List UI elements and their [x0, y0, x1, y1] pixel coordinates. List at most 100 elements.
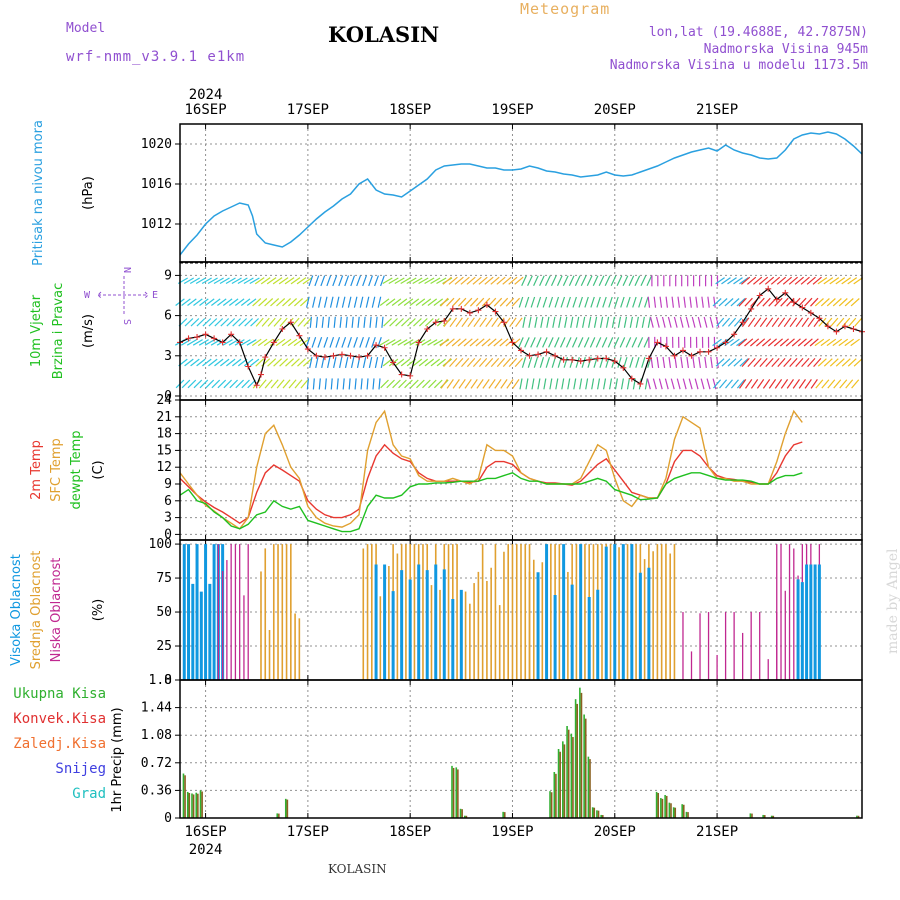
wind-arrow: [719, 379, 728, 389]
wind-arrow: [644, 378, 648, 390]
wind-arrow: [721, 317, 731, 327]
wind-arrow: [181, 298, 191, 306]
wind-arrow: [500, 379, 508, 389]
wind-arrow: [809, 338, 819, 347]
y-tick-label: 15: [156, 443, 172, 458]
wind-arrow: [449, 357, 458, 368]
wind-arrow: [339, 316, 342, 328]
wind-arrow: [683, 296, 686, 308]
wind-arrow: [272, 277, 283, 285]
wind-arrow: [258, 379, 267, 389]
wind-arrow: [555, 378, 559, 390]
wind-arrow: [620, 296, 625, 308]
wind-arrow: [287, 298, 298, 307]
wind-speed-marker: [262, 354, 269, 361]
precip-convective-bar: [201, 791, 203, 818]
wind-arrow: [853, 358, 863, 367]
wind-speed-marker: [807, 309, 814, 316]
wind-arrow: [493, 338, 503, 347]
wind-arrow: [607, 337, 614, 348]
wind-arrow: [774, 379, 783, 389]
wind-arrow: [217, 298, 227, 306]
wind-speed-marker: [833, 328, 840, 335]
wind-arrow: [422, 379, 431, 389]
wind-arrow: [347, 337, 352, 348]
wind-arrow: [798, 297, 807, 307]
wind-arrow: [850, 338, 860, 347]
wind-arrow: [208, 358, 218, 367]
wind-arrow: [190, 358, 200, 367]
precip-convective-bar: [572, 737, 574, 818]
wind-arrow: [220, 318, 230, 327]
wind-arrow: [578, 296, 583, 308]
wind-arrow: [315, 356, 319, 369]
wind-arrow: [300, 379, 309, 389]
wind-arrow: [470, 379, 478, 389]
wind-arrow: [413, 318, 422, 327]
wind-arrow: [631, 337, 638, 348]
y-tick-label: 0: [164, 673, 172, 688]
wind-arrow: [712, 378, 717, 390]
wind-arrow: [204, 339, 215, 346]
wind-arrow: [342, 378, 345, 390]
wind-arrow: [548, 296, 554, 308]
wind-speed-marker: [373, 342, 380, 349]
y-tick-label: 1016: [141, 177, 172, 192]
wind-arrow: [232, 358, 242, 367]
wind-arrow: [628, 275, 635, 286]
wind-arrow: [844, 338, 855, 347]
wind-arrow: [443, 317, 451, 328]
precip-total-bar: [596, 810, 598, 818]
wind-arrow: [378, 378, 381, 390]
wind-arrow: [738, 338, 748, 347]
wind-arrow: [449, 317, 457, 328]
wind-arrow: [418, 358, 429, 367]
wind-arrow: [542, 296, 548, 308]
wind-arrow: [560, 296, 566, 308]
wind-arrow: [332, 275, 338, 287]
wind-arrow: [810, 379, 818, 389]
wind-arrow: [409, 339, 420, 346]
wind-arrow: [533, 357, 539, 368]
wind-speed-marker: [552, 352, 559, 359]
wind-arrow: [536, 296, 542, 308]
wind-arrow: [844, 298, 854, 307]
wind-arrow: [767, 338, 777, 347]
wind-arrow: [354, 378, 357, 390]
wind-arrow: [665, 296, 668, 308]
wind-arrow: [246, 339, 257, 346]
wind-arrow: [398, 379, 407, 389]
wind-arrow: [350, 275, 356, 287]
wind-arrow: [688, 378, 693, 390]
wind-arrow: [559, 337, 566, 348]
wind-arrow: [446, 379, 454, 389]
wind-arrow: [525, 378, 529, 390]
wind-speed-marker: [356, 354, 363, 361]
wind-arrow: [566, 296, 571, 308]
wind-arrow: [783, 317, 792, 328]
wind-arrow: [250, 318, 260, 327]
wind-arrow: [452, 379, 460, 389]
wind-arrow: [335, 296, 340, 308]
y-tick-label: 50: [156, 605, 172, 620]
wind-arrow: [712, 298, 722, 307]
wind-arrow: [646, 378, 651, 390]
wind-arrow: [524, 296, 530, 308]
wind-arrow: [835, 358, 845, 367]
wind-arrow: [374, 275, 379, 287]
wind-arrow: [823, 358, 833, 367]
wind-arrow: [629, 357, 634, 368]
wind-arrow: [574, 275, 581, 286]
wind-arrow: [780, 379, 789, 389]
wind-arrow: [658, 378, 663, 390]
wind-arrow: [288, 379, 297, 389]
wind-arrow: [736, 379, 745, 389]
wind-arrow: [327, 316, 330, 328]
wind-arrow: [848, 317, 857, 327]
wind-arrow: [730, 338, 740, 347]
wind-arrow: [222, 339, 233, 346]
wind-arrow: [184, 358, 194, 367]
wind-arrow: [804, 379, 812, 389]
wind-arrow: [549, 378, 553, 390]
bottom-day-label: 16SEP: [184, 824, 226, 840]
